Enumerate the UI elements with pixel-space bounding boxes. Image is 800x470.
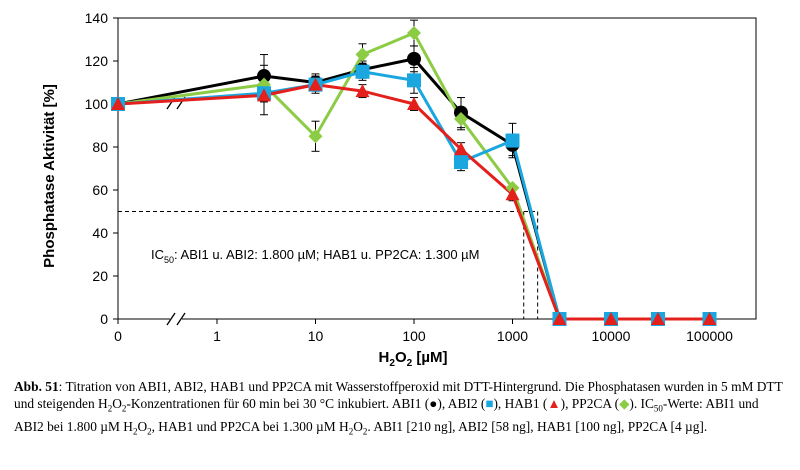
data-point-hab1 xyxy=(111,97,125,110)
caption-segment: ). IC xyxy=(629,396,654,411)
caption-segment: ● xyxy=(429,396,438,411)
y-axis-title: Phosphatase Aktivität [%] xyxy=(41,84,58,268)
ic50-annotation-background xyxy=(148,246,483,266)
caption-segment: : Titration von ABI1, ABI2, HAB1 und PP2… xyxy=(14,379,783,411)
series-hab1-line xyxy=(117,83,710,321)
y-tick-label: 60 xyxy=(92,182,108,198)
x-tick-label: 100000 xyxy=(686,328,733,344)
caption-segment: ), PP2CA ( xyxy=(560,396,620,411)
caption-segment: ■ xyxy=(485,396,494,411)
caption-segment: 2 xyxy=(348,426,354,437)
data-point-hab1 xyxy=(453,142,468,156)
caption-text: : Titration von ABI1, ABI2, HAB1 und PP2… xyxy=(14,379,783,437)
axis-break-slash xyxy=(166,312,176,326)
y-tick-label: 0 xyxy=(100,311,108,327)
caption-segment: . ABI1 [210 ng], ABI2 [58 ng], HAB1 [100… xyxy=(367,418,708,434)
figure-label: Abb. 51 xyxy=(14,379,59,394)
axis-break-gap xyxy=(170,314,182,324)
x-tick-label: 10000 xyxy=(592,328,631,344)
series-hab1-markers xyxy=(111,77,717,325)
titration-chart: 0 20 40 60 80 100 120 140 0 1 10 100 1000 10000 10000… xyxy=(41,10,757,369)
ic50-annotation: IC50: ABI1 u. ABI2: 1.800 µM; HAB1 u. PP… xyxy=(151,247,480,265)
caption-segment: O xyxy=(112,396,122,411)
caption-segment: 2 xyxy=(121,403,127,414)
data-point-hab1 xyxy=(604,312,618,325)
caption-segment: 2 xyxy=(147,426,152,437)
x-tick-label: 0 xyxy=(114,328,122,344)
caption-segment: ), HAB1 ( xyxy=(493,396,548,411)
x-tick-label: 1000 xyxy=(497,328,528,344)
caption-segment: 2 xyxy=(107,403,113,414)
x-axis-title: H2O2 [µM] xyxy=(379,349,448,369)
data-point-abi2 xyxy=(407,73,421,88)
data-point-hab1 xyxy=(355,84,370,98)
y-tick-label: 140 xyxy=(85,10,109,26)
figure-caption: Abb. 51: Titration von ABI1, ABI2, HAB1 … xyxy=(14,378,786,440)
data-point-hab1 xyxy=(407,97,421,110)
x-axis-ticks: 0 1 10 100 1000 10000 100000 xyxy=(114,319,733,344)
data-point-pp2ca xyxy=(308,129,323,144)
data-point-hab1 xyxy=(256,88,271,102)
caption-segment: -Werte: ABI1 und ABI2 bei 1.800 µM H xyxy=(14,396,759,434)
data-point-abi1 xyxy=(407,51,421,66)
y-tick-label: 100 xyxy=(85,96,109,112)
series-layer xyxy=(111,19,717,326)
data-point-hab1 xyxy=(650,312,665,325)
y-tick-label: 20 xyxy=(92,268,108,284)
y-tick-label: 80 xyxy=(92,139,108,155)
caption-segment: , HAB1 und PP2CA bei 1.300 µM H xyxy=(151,418,349,434)
caption-segment: -Konzentrationen für 60 min bei 30 °C in… xyxy=(126,396,430,411)
data-point-hab1 xyxy=(702,312,717,325)
data-point-pp2ca xyxy=(407,26,421,41)
data-point-abi2 xyxy=(505,133,520,148)
caption-segment: ▲ xyxy=(547,396,561,411)
data-point-abi2 xyxy=(453,155,468,170)
axis-break-slash xyxy=(176,312,186,326)
plot-frame xyxy=(117,17,757,320)
data-point-pp2ca xyxy=(453,112,468,127)
caption-segment: 2 xyxy=(132,426,138,437)
caption-segment: ), ABI2 ( xyxy=(437,396,486,411)
y-axis-ticks: 0 20 40 60 80 100 120 140 xyxy=(85,10,118,327)
data-point-hab1 xyxy=(505,187,520,201)
caption-segment: ◆ xyxy=(619,396,630,411)
caption-segment: 2 xyxy=(362,426,368,437)
data-point-pp2ca xyxy=(355,47,370,62)
x-tick-label: 1 xyxy=(213,328,221,344)
data-point-abi2 xyxy=(355,64,370,79)
x-tick-label: 10 xyxy=(308,328,324,344)
plot-area xyxy=(117,17,757,320)
caption-segment: 50 xyxy=(653,403,663,414)
ic50-guides xyxy=(118,211,539,319)
axis-break-gap xyxy=(170,98,182,108)
caption-segment: O xyxy=(137,418,148,434)
data-point-abi1 xyxy=(256,69,271,84)
data-point-hab1 xyxy=(308,77,323,91)
y-tick-label: 120 xyxy=(85,53,109,69)
data-point-hab1 xyxy=(552,312,567,325)
x-tick-label: 100 xyxy=(402,328,426,344)
caption-segment: O xyxy=(353,418,363,434)
y-tick-label: 40 xyxy=(92,225,108,241)
